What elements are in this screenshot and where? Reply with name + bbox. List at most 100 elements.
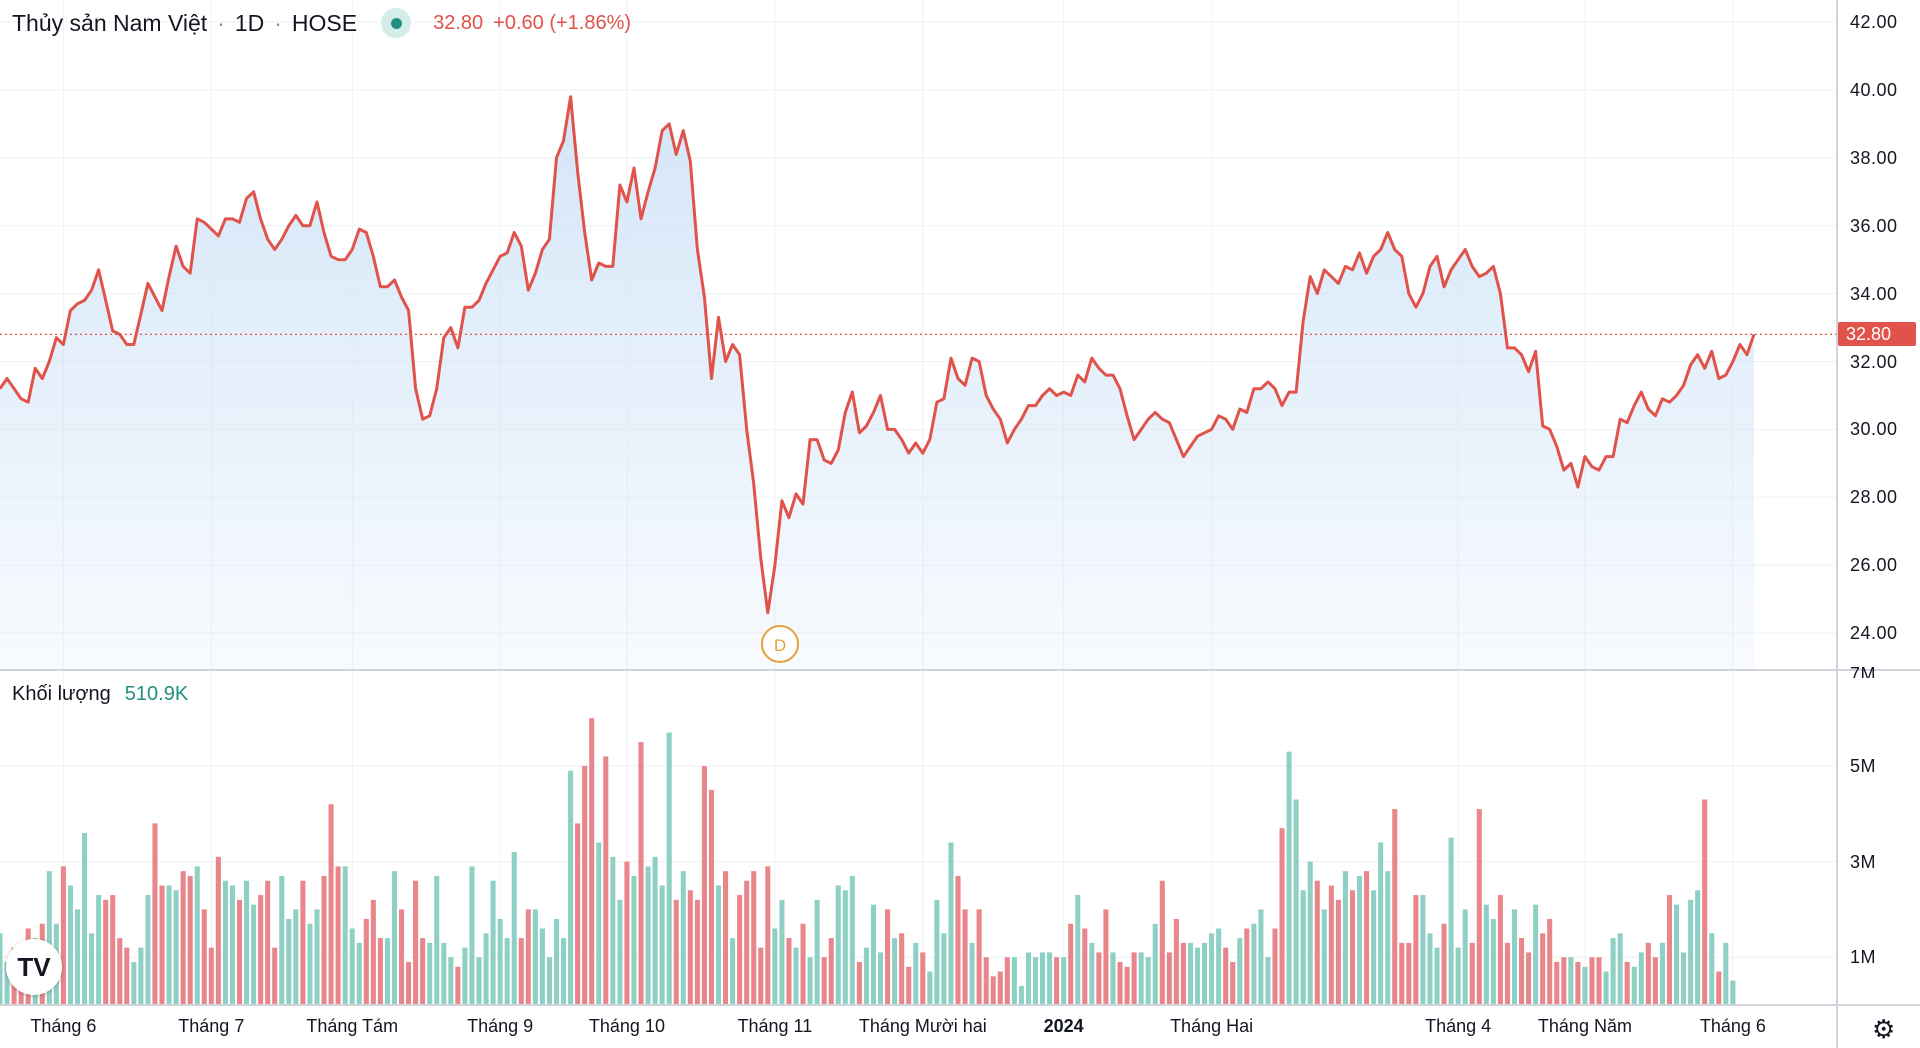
- volume-bar: [490, 880, 496, 1005]
- price-axis-tick: 26.00: [1850, 555, 1898, 576]
- volume-bar: [420, 938, 426, 1005]
- volume-bar: [631, 875, 637, 1005]
- volume-bar: [1406, 942, 1412, 1005]
- volume-bar: [1180, 942, 1186, 1005]
- volume-bar: [603, 756, 609, 1005]
- volume-bar: [258, 895, 264, 1005]
- volume-bar: [1293, 799, 1299, 1005]
- volume-bar: [1702, 799, 1708, 1005]
- tradingview-logo[interactable]: TV: [6, 939, 62, 995]
- volume-bar: [1159, 880, 1165, 1005]
- exchange: HOSE: [291, 9, 358, 36]
- volume-bar: [1511, 909, 1518, 1005]
- price-line-path: [0, 95, 1756, 615]
- price-area-fill: [0, 96, 1754, 670]
- volume-bar: [511, 852, 517, 1005]
- volume-bar: [194, 866, 200, 1005]
- volume-bar: [363, 918, 369, 1005]
- volume-bar: [1117, 961, 1123, 1005]
- volume-bar: [110, 895, 116, 1005]
- volume-bar: [0, 933, 3, 1005]
- volume-bar: [201, 909, 207, 1005]
- symbol-legend[interactable]: Thủy sản Nam Việt · 1D · HOSE 32.80 +0.6…: [12, 8, 631, 38]
- volume-bar: [1695, 890, 1701, 1005]
- volume-bar: [1659, 942, 1665, 1005]
- volume-bar: [448, 957, 454, 1005]
- volume-bar: [1096, 952, 1102, 1005]
- price-axis-tick: 40.00: [1850, 79, 1898, 100]
- price-area: [0, 96, 1754, 670]
- volume-bar: [659, 885, 665, 1005]
- market-status-icon[interactable]: [381, 8, 412, 38]
- volume-bar: [1497, 895, 1503, 1005]
- last-price: 32.80: [433, 11, 484, 34]
- time-axis-label: Tháng 10: [588, 1016, 665, 1036]
- volume-bar: [398, 909, 405, 1005]
- volume-bar: [1321, 909, 1327, 1005]
- volume-bar: [1462, 909, 1468, 1005]
- volume-bar: [546, 957, 552, 1005]
- volume-bar: [138, 947, 144, 1005]
- volume-bar: [1152, 923, 1158, 1005]
- volume-bar: [1209, 933, 1215, 1005]
- volume-bar: [187, 875, 193, 1005]
- volume-bar: [1688, 899, 1694, 1005]
- volume-bar: [680, 871, 686, 1005]
- volume-bar: [539, 928, 545, 1005]
- volume-bar: [723, 871, 729, 1005]
- volume-bar: [469, 866, 475, 1005]
- volume-bar: [321, 875, 327, 1005]
- volume-bar: [1040, 952, 1046, 1005]
- volume-bar: [244, 880, 250, 1005]
- volume-bars: [0, 718, 1736, 1005]
- volume-bar: [560, 938, 567, 1005]
- volume-bar: [906, 966, 912, 1005]
- time-axis-label: Tháng 11: [737, 1016, 813, 1036]
- settings-gear-icon[interactable]: ⚙: [1872, 1014, 1896, 1044]
- volume-bar: [744, 880, 750, 1005]
- volume-bar: [1413, 895, 1419, 1005]
- volume-bar: [821, 957, 827, 1005]
- volume-bar: [1378, 842, 1384, 1005]
- volume-bar: [497, 918, 503, 1005]
- volume-bar: [67, 885, 73, 1005]
- volume-bar: [1476, 809, 1482, 1005]
- volume-bar: [96, 895, 102, 1005]
- volume-bar: [976, 909, 982, 1005]
- volume-bar: [434, 875, 440, 1005]
- volume-bar: [1230, 961, 1236, 1005]
- volume-bar: [349, 928, 355, 1005]
- volume-bar: [997, 971, 1003, 1005]
- volume-bar: [737, 895, 743, 1005]
- volume-bar: [1568, 957, 1574, 1005]
- volume-bar: [370, 899, 376, 1005]
- volume-bar: [1011, 957, 1017, 1005]
- volume-bar: [328, 804, 334, 1005]
- volume-bar: [229, 885, 235, 1005]
- volume-bar: [251, 904, 257, 1005]
- volume-bar: [990, 976, 996, 1005]
- volume-bar: [568, 770, 574, 1005]
- volume-bar: [849, 875, 855, 1005]
- volume-bar: [307, 923, 313, 1005]
- volume-bar: [983, 957, 989, 1005]
- volume-bar: [1526, 952, 1532, 1005]
- volume-bar: [814, 899, 820, 1005]
- volume-bar: [1089, 942, 1095, 1005]
- volume-bar: [765, 866, 771, 1005]
- volume-bar: [1575, 961, 1581, 1005]
- volume-bar: [1328, 885, 1334, 1005]
- volume-legend[interactable]: Khối lượng 510.9K: [12, 683, 188, 706]
- volume-bar: [391, 871, 398, 1005]
- volume-bar: [1004, 957, 1010, 1005]
- dividend-marker[interactable]: D: [761, 625, 799, 663]
- volume-bar: [152, 823, 158, 1005]
- volume-bar: [694, 899, 700, 1005]
- volume-bar: [969, 942, 975, 1005]
- volume-bar: [1194, 947, 1201, 1005]
- volume-bar: [427, 942, 433, 1005]
- volume-bar: [1547, 918, 1553, 1005]
- volume-bar: [708, 789, 714, 1005]
- volume-bar: [645, 866, 651, 1005]
